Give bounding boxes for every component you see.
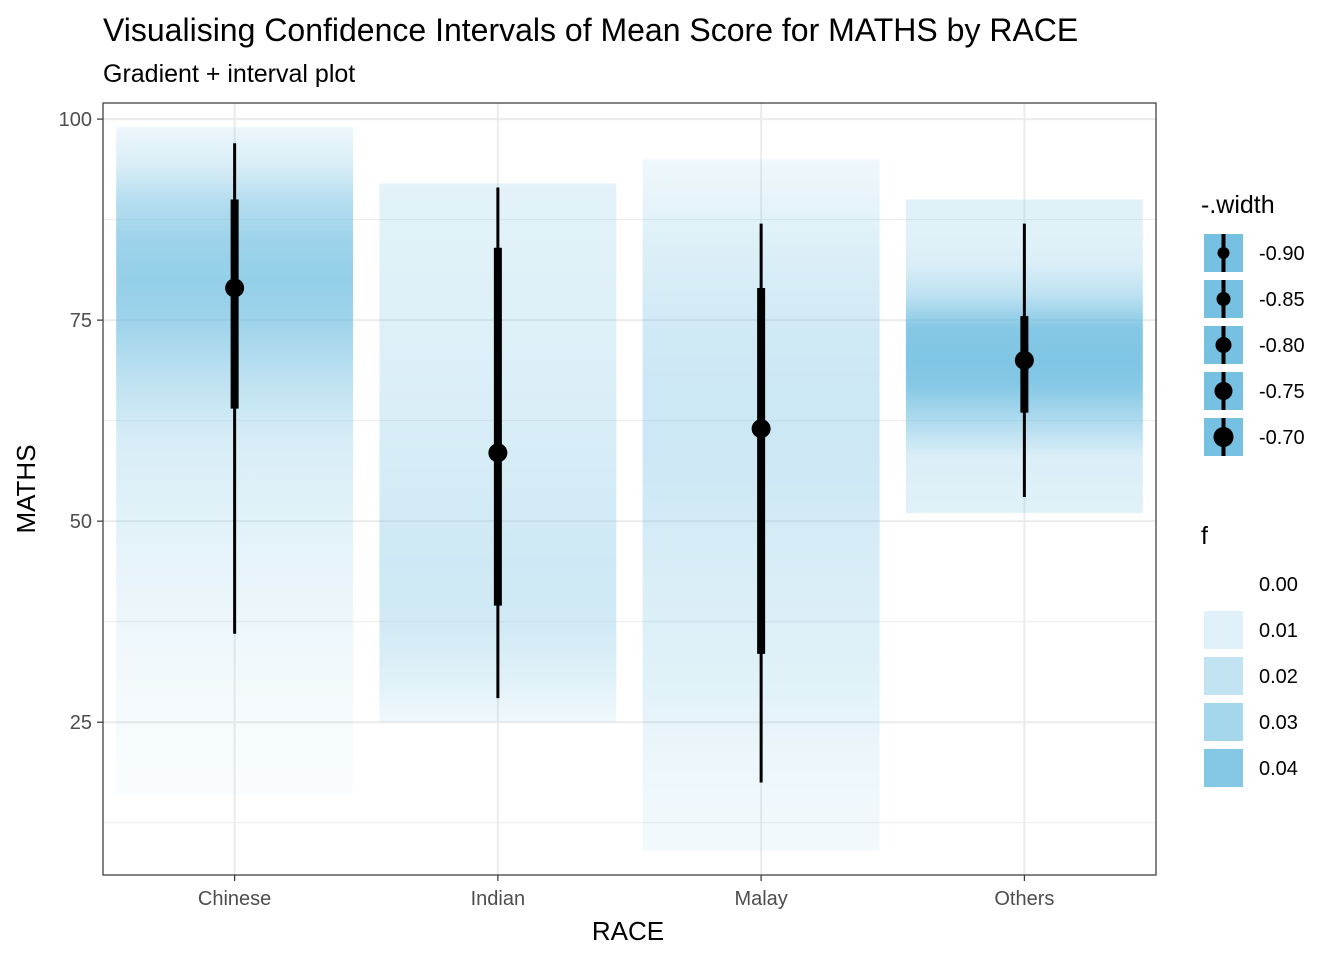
legend-width-label: -0.90: [1259, 243, 1305, 265]
legend-width-label: -0.85: [1259, 289, 1305, 311]
y-tick-label: 100: [59, 109, 92, 131]
legend-width-point: [1215, 337, 1232, 353]
legend-width-point: [1217, 247, 1230, 259]
x-tick-label: Indian: [471, 888, 526, 910]
mean-point-malay: [751, 419, 771, 439]
x-tick-label: Malay: [734, 888, 787, 910]
legend-fill-label: 0.03: [1259, 712, 1298, 734]
x-axis-title: RACE: [592, 916, 664, 946]
legend-fill-label: 0.00: [1259, 574, 1298, 596]
legend-fill-label: 0.04: [1259, 758, 1298, 780]
legend-width-point: [1213, 427, 1234, 447]
chart-title: Visualising Confidence Intervals of Mean…: [103, 12, 1078, 48]
legend-fill-key: [1204, 703, 1243, 741]
legend-fill-label: 0.02: [1259, 666, 1298, 688]
legend-width-label: -0.75: [1259, 381, 1305, 403]
panel-border: [102, 102, 1157, 876]
y-tick-label: 75: [70, 310, 92, 332]
legend-width-point: [1216, 292, 1231, 306]
y-axis-title: MATHS: [11, 444, 41, 533]
y-tick-label: 50: [70, 511, 92, 533]
legend-fill-key: [1204, 749, 1243, 787]
legend-width-title: -.width: [1201, 191, 1275, 219]
legend-fill-title: f: [1201, 522, 1208, 550]
legend-width-label: -0.80: [1259, 335, 1305, 357]
legend-fill-label: 0.01: [1259, 620, 1298, 642]
mean-point-others: [1014, 350, 1034, 370]
chart-subtitle: Gradient + interval plot: [103, 60, 355, 88]
legend-fill-key: [1204, 657, 1243, 695]
y-tick-label: 25: [70, 712, 92, 734]
x-tick-label: Chinese: [198, 888, 271, 910]
legend-width-label: -0.70: [1259, 427, 1305, 449]
x-tick-label: Others: [994, 888, 1054, 910]
legend-fill: f 0.00 0.01 0.02 0.03 0.04: [1201, 522, 1298, 787]
legend-width-point: [1214, 382, 1233, 400]
mean-point-chinese: [225, 278, 245, 298]
mean-point-indian: [488, 443, 508, 463]
legend-fill-key: [1204, 611, 1243, 649]
legend-width: -.width -0.90 -0.85 -0.80 -0.75 -0.70: [1201, 191, 1305, 456]
legend-fill-key: [1204, 565, 1243, 603]
plot-panel: 25 50 75 100 Chinese Indian Malay Others: [59, 102, 1157, 910]
